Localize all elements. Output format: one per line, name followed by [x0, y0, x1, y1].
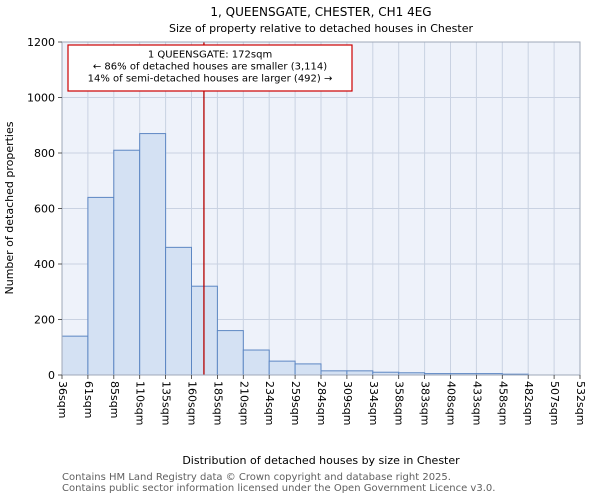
- x-tick-label: 85sqm: [108, 381, 121, 418]
- histogram-bar: [294, 363, 322, 376]
- annotation-callout: 1 QUEENSGATE: 172sqm ← 86% of detached h…: [67, 44, 353, 92]
- histogram-bar: [242, 349, 270, 376]
- x-tick-label: 284sqm: [315, 381, 328, 425]
- x-tick-label: 458sqm: [496, 381, 509, 425]
- x-tick-label: 61sqm: [82, 381, 95, 418]
- x-tick-label: 383sqm: [419, 381, 432, 425]
- plot-area: 0 200 400 600 800 1000 1200 36sqm 61sqm 85sqm 110s…: [27, 36, 587, 425]
- y-tick-label: 0: [48, 369, 55, 382]
- chart-title: 1, QUEENSGATE, CHESTER, CH1 4EG: [210, 5, 431, 19]
- histogram-bar: [346, 370, 374, 376]
- x-tick-label: 210sqm: [237, 381, 250, 425]
- histogram-bar: [87, 196, 115, 376]
- x-tick-label: 234sqm: [263, 381, 276, 425]
- x-tick-label: 135sqm: [160, 381, 173, 425]
- x-tick-label: 36sqm: [56, 381, 69, 418]
- x-tick-label: 408sqm: [445, 381, 458, 425]
- annotation-line-3: 14% of semi-detached houses are larger (…: [88, 74, 333, 85]
- x-tick-label: 110sqm: [134, 381, 147, 425]
- x-tick-label: 309sqm: [341, 381, 354, 425]
- histogram-bar: [268, 360, 296, 376]
- chart-subtitle: Size of property relative to detached ho…: [169, 22, 474, 35]
- footer-line-1: Contains HM Land Registry data © Crown c…: [62, 472, 451, 483]
- x-tick-label: 259sqm: [289, 381, 302, 425]
- histogram-bar: [113, 149, 141, 376]
- annotation-line-1: 1 QUEENSGATE: 172sqm: [148, 50, 272, 61]
- x-tick-label: 358sqm: [393, 381, 406, 425]
- y-tick-label: 400: [34, 258, 55, 271]
- y-tick-label: 1000: [27, 92, 55, 105]
- histogram-bar: [61, 335, 89, 376]
- y-tick-label: 200: [34, 314, 55, 327]
- x-tick-label: 433sqm: [470, 381, 483, 425]
- histogram-bar: [216, 330, 244, 376]
- annotation-line-2: ← 86% of detached houses are smaller (3,…: [93, 62, 327, 73]
- histogram-bar: [139, 133, 167, 376]
- x-axis-label: Distribution of detached houses by size …: [182, 454, 460, 467]
- histogram-bar: [165, 246, 193, 376]
- x-tick-label: 532sqm: [574, 381, 587, 425]
- y-tick-label: 600: [34, 203, 55, 216]
- histogram-bar: [320, 370, 348, 376]
- x-tick-label: 507sqm: [548, 381, 561, 425]
- x-tick-label: 482sqm: [522, 381, 535, 425]
- annotation-box: [67, 44, 353, 92]
- y-tick-label: 1200: [27, 36, 55, 49]
- y-tick-label: 800: [34, 147, 55, 160]
- x-tick-label: 334sqm: [367, 381, 380, 425]
- footer-line-2: Contains public sector information licen…: [62, 483, 495, 494]
- x-tick-label: 160sqm: [186, 381, 199, 425]
- y-axis-label: Number of detached properties: [3, 121, 16, 294]
- x-tick-label: 185sqm: [211, 381, 224, 425]
